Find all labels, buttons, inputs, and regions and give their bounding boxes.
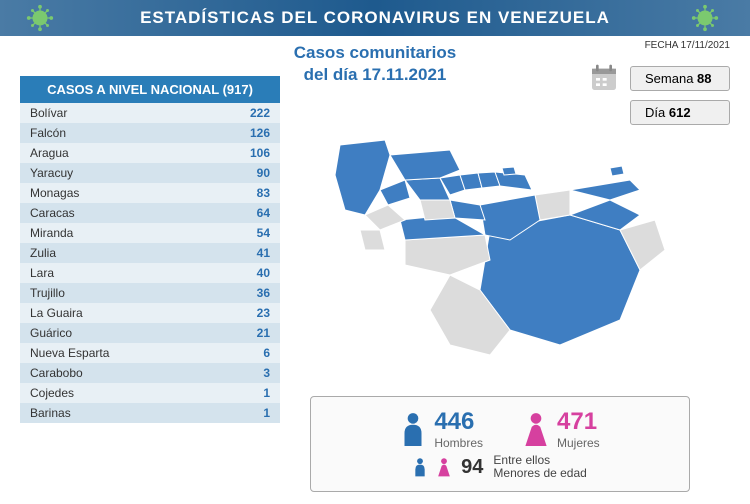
map-region-apure bbox=[405, 235, 490, 275]
region-name: Carabobo bbox=[20, 363, 220, 383]
map-region-portuguesa bbox=[420, 200, 455, 220]
region-value: 64 bbox=[220, 203, 280, 223]
region-name: Monagas bbox=[20, 183, 220, 203]
virus-icon-left bbox=[25, 3, 55, 33]
table-row: Caracas64 bbox=[20, 203, 280, 223]
region-value: 40 bbox=[220, 263, 280, 283]
day-label: Día bbox=[645, 105, 665, 120]
table-row: Miranda54 bbox=[20, 223, 280, 243]
table-row: Nueva Esparta6 bbox=[20, 343, 280, 363]
region-name: Yaracuy bbox=[20, 163, 220, 183]
table-row: Barinas1 bbox=[20, 403, 280, 423]
region-value: 41 bbox=[220, 243, 280, 263]
region-name: Lara bbox=[20, 263, 220, 283]
region-value: 222 bbox=[220, 103, 280, 123]
table-row: Aragua106 bbox=[20, 143, 280, 163]
region-name: Caracas bbox=[20, 203, 220, 223]
region-name: La Guaira bbox=[20, 303, 220, 323]
minor-woman-icon bbox=[437, 457, 451, 477]
cases-table: Bolívar222Falcón126Aragua106Yaracuy90Mon… bbox=[20, 103, 280, 423]
women-group: 471 Mujeres bbox=[523, 408, 600, 450]
day-value: 612 bbox=[669, 105, 691, 120]
region-value: 83 bbox=[220, 183, 280, 203]
week-panel-row: Semana 88 bbox=[586, 62, 730, 94]
region-value: 90 bbox=[220, 163, 280, 183]
calendar-icon bbox=[586, 62, 622, 94]
minor-man-icon bbox=[413, 457, 427, 477]
region-name: Bolívar bbox=[20, 103, 220, 123]
demographics-box: 446 Hombres 471 Mujeres 94 Entre ellos M… bbox=[310, 396, 690, 492]
table-row: Bolívar222 bbox=[20, 103, 280, 123]
table-row: Yaracuy90 bbox=[20, 163, 280, 183]
map-region-merida bbox=[365, 205, 405, 230]
map-region-tachira bbox=[360, 230, 385, 250]
map-region-caracas bbox=[502, 167, 516, 175]
region-name: Guárico bbox=[20, 323, 220, 343]
region-value: 1 bbox=[220, 403, 280, 423]
region-value: 106 bbox=[220, 143, 280, 163]
region-value: 6 bbox=[220, 343, 280, 363]
cases-table-header: CASOS A NIVEL NACIONAL (917) bbox=[20, 76, 280, 103]
region-name: Falcón bbox=[20, 123, 220, 143]
table-row: Cojedes1 bbox=[20, 383, 280, 403]
demo-top-row: 446 Hombres 471 Mujeres bbox=[400, 408, 599, 450]
region-value: 3 bbox=[220, 363, 280, 383]
week-label: Semana bbox=[645, 71, 693, 86]
table-row: Zulia41 bbox=[20, 243, 280, 263]
men-group: 446 Hombres bbox=[400, 408, 483, 450]
table-row: Trujillo36 bbox=[20, 283, 280, 303]
map-region-nueva-esparta bbox=[610, 166, 624, 176]
table-row: Carabobo3 bbox=[20, 363, 280, 383]
region-value: 1 bbox=[220, 383, 280, 403]
map-region-falcon bbox=[390, 150, 460, 180]
table-row: Lara40 bbox=[20, 263, 280, 283]
map-region-anzoategui bbox=[535, 190, 570, 220]
woman-icon bbox=[523, 412, 549, 446]
region-value: 126 bbox=[220, 123, 280, 143]
week-value: 88 bbox=[697, 71, 711, 86]
region-value: 21 bbox=[220, 323, 280, 343]
map-region-cojedes bbox=[450, 200, 485, 220]
header-band: ESTADÍSTICAS DEL CORONAVIRUS EN VENEZUEL… bbox=[0, 0, 750, 36]
map-region-zulia bbox=[335, 140, 390, 215]
region-name: Barinas bbox=[20, 403, 220, 423]
infographic-root: ESTADÍSTICAS DEL CORONAVIRUS EN VENEZUEL… bbox=[0, 0, 750, 504]
table-row: Guárico21 bbox=[20, 323, 280, 343]
region-name: Aragua bbox=[20, 143, 220, 163]
minors-text: Entre ellos Menores de edad bbox=[493, 454, 586, 480]
women-count: 471 bbox=[557, 408, 600, 436]
header-title: ESTADÍSTICAS DEL CORONAVIRUS EN VENEZUEL… bbox=[140, 8, 610, 28]
region-name: Miranda bbox=[20, 223, 220, 243]
region-value: 36 bbox=[220, 283, 280, 303]
men-label: Hombres bbox=[434, 436, 483, 450]
minors-line2: Menores de edad bbox=[493, 467, 586, 480]
venezuela-map bbox=[310, 120, 690, 360]
virus-icon-right bbox=[690, 3, 720, 33]
region-value: 54 bbox=[220, 223, 280, 243]
date-label: FECHA 17/11/2021 bbox=[645, 40, 730, 51]
table-row: Monagas83 bbox=[20, 183, 280, 203]
region-name: Nueva Esparta bbox=[20, 343, 220, 363]
map-region-trujillo bbox=[380, 180, 410, 205]
region-name: Zulia bbox=[20, 243, 220, 263]
week-pill: Semana 88 bbox=[630, 66, 730, 91]
subtitle-line1: Casos comunitarios bbox=[0, 42, 750, 64]
minors-row: 94 Entre ellos Menores de edad bbox=[413, 454, 587, 480]
region-name: Trujillo bbox=[20, 283, 220, 303]
women-label: Mujeres bbox=[557, 436, 600, 450]
men-count: 446 bbox=[434, 408, 483, 436]
region-name: Cojedes bbox=[20, 383, 220, 403]
table-row: La Guaira23 bbox=[20, 303, 280, 323]
region-value: 23 bbox=[220, 303, 280, 323]
table-row: Falcón126 bbox=[20, 123, 280, 143]
cases-table-wrap: CASOS A NIVEL NACIONAL (917) Bolívar222F… bbox=[20, 76, 280, 423]
man-icon bbox=[400, 412, 426, 446]
minors-count: 94 bbox=[461, 456, 483, 479]
map-region-sucre bbox=[570, 180, 640, 200]
